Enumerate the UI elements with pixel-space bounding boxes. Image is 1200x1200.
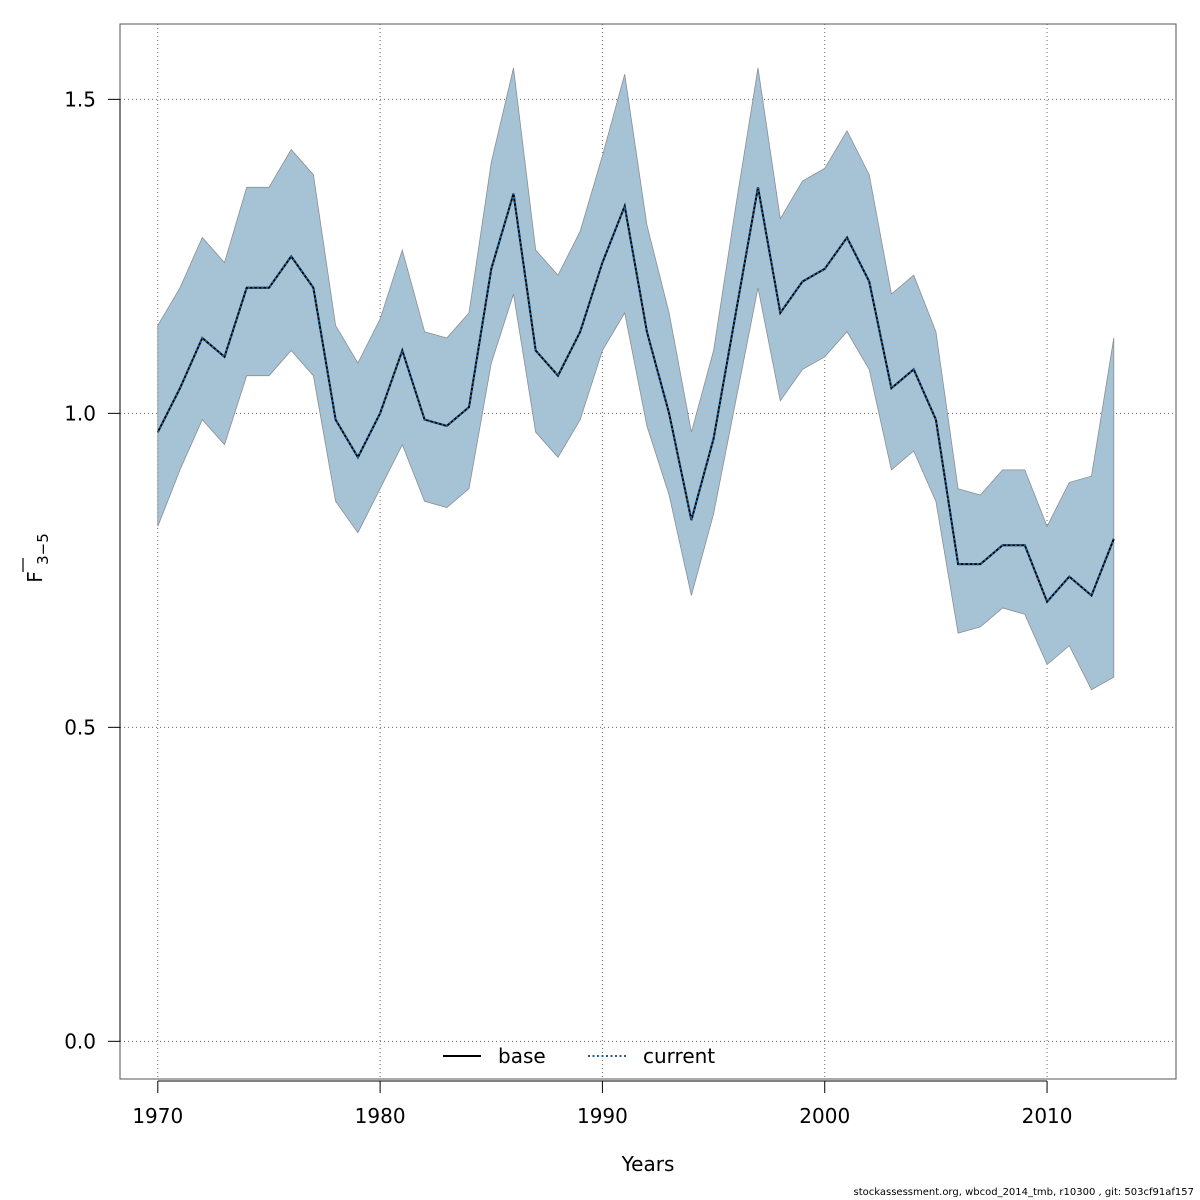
x-tick-label: 1980 [355, 1104, 406, 1128]
y-axis-title-main: F [23, 571, 47, 583]
x-tick-label: 1990 [577, 1104, 628, 1128]
legend-label-base: base [498, 1044, 546, 1068]
y-tick-label: 0.5 [64, 715, 96, 739]
confidence-band [157, 67, 1115, 691]
footer-caption: stockassessment.org, wbcod_2014_tmb, r10… [853, 1187, 1195, 1198]
x-tick-label: 1970 [132, 1104, 183, 1128]
y-tick-label: 0.0 [64, 1029, 96, 1053]
y-tick-label: 1.0 [64, 401, 96, 425]
series-lines-layer [156, 187, 1115, 604]
x-axis-title: Years [621, 1152, 675, 1176]
svg-text:F 3−5: F 3−5 [23, 533, 52, 583]
legend: base current [443, 1044, 715, 1068]
x-tick-label: 2000 [799, 1104, 850, 1128]
confidence-band-layer [157, 67, 1115, 691]
x-axis: 1970 1980 1990 2000 2010 [132, 1080, 1073, 1128]
y-axis-title: F 3−5 [22, 533, 52, 583]
y-axis: 0.0 0.5 1.0 1.5 [64, 87, 121, 1053]
legend-label-current: current [643, 1044, 715, 1068]
y-tick-label: 1.5 [64, 87, 96, 111]
series-line-current [156, 187, 1115, 604]
y-axis-title-subscript: 3−5 [34, 533, 52, 565]
x-tick-label: 2010 [1022, 1104, 1073, 1128]
